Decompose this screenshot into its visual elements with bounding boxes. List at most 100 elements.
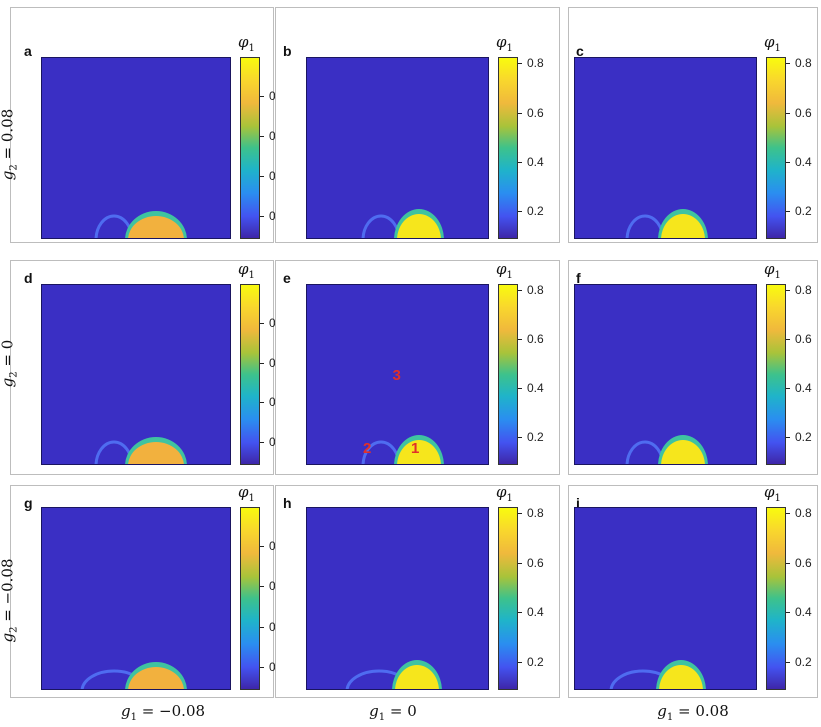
colorbar [766, 57, 786, 239]
colorbar-tick: 0.8 [518, 283, 544, 298]
droplet-1 [128, 667, 184, 689]
phi-symbol: φ [496, 483, 507, 501]
row-var: g [0, 377, 17, 388]
phi-symbol: φ [238, 483, 249, 501]
row-sub: 2 [8, 626, 20, 633]
colorbar-tick: 0.6 [786, 105, 812, 120]
colorbar-tick: 0.2 [786, 203, 812, 218]
colorbar [240, 284, 260, 465]
colorbar-tick: 0.8 [786, 56, 812, 71]
phi-symbol: φ [764, 260, 775, 278]
colorbar [498, 57, 518, 239]
ring-droplet [345, 669, 413, 689]
col-sub: 1 [378, 712, 386, 723]
droplet-layer [361, 435, 444, 464]
panel-letter: g [24, 495, 33, 511]
colorbar-title: φ1 [496, 260, 513, 281]
region-label-3: 3 [392, 367, 401, 384]
colorbar-tick: 0.8 [518, 56, 544, 71]
droplet-1 [397, 214, 441, 238]
field-plot [574, 57, 757, 239]
field-plot: 1 2 3 [306, 284, 489, 465]
phi-subscript: 1 [774, 270, 781, 281]
field-plot [574, 284, 757, 465]
droplet-layer [345, 660, 442, 689]
phi-symbol: φ [496, 33, 507, 51]
colorbar [766, 284, 786, 465]
col-eq: = 0.08 [673, 702, 729, 720]
field-plot [574, 507, 757, 690]
colorbar [498, 284, 518, 465]
droplet-1 [395, 665, 439, 689]
colorbar-title: φ1 [764, 33, 781, 54]
row-label-1: g2 = 0 [0, 309, 20, 419]
panel-letter: f [576, 270, 581, 286]
col-var: g [369, 702, 379, 720]
droplet-layer [625, 435, 708, 464]
phi-subscript: 1 [506, 493, 513, 504]
ring-droplet [609, 669, 677, 689]
colorbar-title: φ1 [238, 483, 255, 504]
droplet-1 [661, 214, 705, 238]
ring-droplet [625, 214, 665, 238]
phi-symbol: φ [238, 260, 249, 278]
droplet-layer [625, 209, 708, 238]
phi-subscript: 1 [248, 43, 255, 54]
colorbar-tick: 0.2 [786, 430, 812, 445]
phi-symbol: φ [764, 33, 775, 51]
colorbar-tick: 0.6 [518, 555, 544, 570]
colorbar-tick: 0.4 [786, 381, 812, 396]
panel-letter: i [576, 495, 580, 511]
col-label-2: g1 = 0.08 [623, 702, 763, 723]
panel-letter: e [283, 270, 291, 286]
field-plot [306, 507, 489, 690]
phi-symbol: φ [764, 483, 775, 501]
colorbar-title: φ1 [238, 260, 255, 281]
panel-letter: a [24, 43, 32, 59]
col-var: g [120, 702, 131, 720]
phi-symbol: φ [496, 260, 507, 278]
col-sub: 1 [666, 712, 674, 723]
ring-droplet [361, 214, 401, 238]
colorbar [498, 507, 518, 690]
droplet-1 [397, 440, 441, 464]
colorbar-tick: 0.2 [518, 203, 544, 218]
row-eq: = −0.08 [0, 558, 17, 627]
region-label-2: 2 [363, 440, 372, 457]
phi-subscript: 1 [248, 270, 255, 281]
colorbar [240, 57, 260, 239]
row-eq: = 0 [0, 339, 17, 372]
phi-subscript: 1 [506, 43, 513, 54]
colorbar-tick: 0.6 [786, 555, 812, 570]
field-plot [41, 57, 231, 239]
col-eq: = 0 [385, 702, 417, 720]
colorbar-tick: 0.8 [518, 506, 544, 521]
region-label-1: 1 [411, 440, 420, 457]
colorbar [240, 507, 260, 690]
colorbar-tick: 0.2 [786, 654, 812, 669]
row-var: g [0, 170, 17, 181]
colorbar-title: φ1 [496, 33, 513, 54]
droplet-1 [659, 665, 703, 689]
droplet-layer [94, 211, 187, 238]
field-plot [41, 507, 231, 690]
colorbar-tick: 0.8 [786, 506, 812, 521]
row-label-0: g2 = 0.08 [0, 90, 20, 200]
droplet-layer [80, 662, 187, 689]
row-sub: 2 [8, 371, 20, 378]
col-label-1: g1 = 0 [323, 702, 463, 723]
colorbar-tick: 0.2 [518, 430, 544, 445]
row-sub: 2 [8, 164, 20, 171]
col-sub: 1 [130, 712, 137, 723]
colorbar [766, 507, 786, 690]
colorbar-tick: 0.8 [786, 283, 812, 298]
panel-letter: b [283, 43, 292, 59]
row-eq: = 0.08 [0, 108, 17, 165]
droplet-1 [661, 440, 705, 464]
droplet-layer [609, 660, 706, 689]
colorbar-tick: 0.6 [518, 105, 544, 120]
droplet-layer [361, 209, 444, 238]
phi-symbol: φ [238, 33, 249, 51]
row-var: g [0, 632, 17, 643]
ring-droplet [94, 440, 134, 464]
